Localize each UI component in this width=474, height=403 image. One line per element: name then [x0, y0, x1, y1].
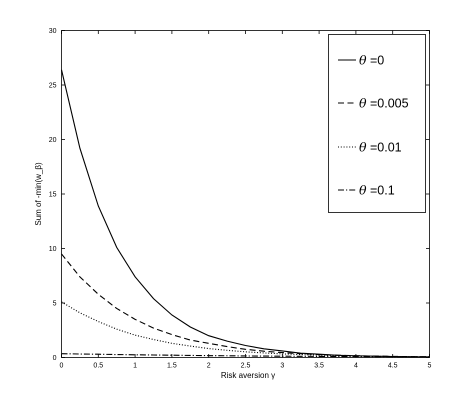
y-tick-label: 25	[49, 83, 57, 90]
series-lines	[60, 69, 430, 358]
y-tick-label: 30	[49, 28, 57, 35]
legend: θ =0 θ =0.005 θ =0.01 θ =0.1	[328, 34, 426, 213]
y-tick-label: 5	[53, 301, 57, 308]
x-tick-label: 3	[280, 363, 284, 370]
x-tick-label: 0.5	[93, 363, 103, 370]
series-line-2	[61, 253, 430, 358]
y-tick-label: 20	[49, 137, 57, 144]
y-axis-label: Sum of -min(w_β)	[34, 162, 43, 226]
x-tick-label: 3.5	[314, 363, 324, 370]
legend-label: θ =0	[359, 53, 384, 68]
x-tick-label: 1	[133, 363, 137, 370]
x-tick-label: 4	[354, 363, 358, 370]
series-line-3	[61, 301, 430, 358]
x-tick-label: 5	[428, 363, 432, 370]
x-tick-label: 0	[60, 363, 64, 370]
axis-ticks: 0 0.5 1 1.5 2 2.5 3 3.5 4 4.5 5 0 5 10 15 20 25 30	[49, 28, 432, 370]
x-axis-label: Risk aversion γ	[221, 371, 275, 380]
series-line-4	[61, 353, 430, 358]
y-tick-label: 10	[49, 246, 57, 253]
legend-box	[328, 34, 426, 213]
y-tick-label: 0	[53, 355, 57, 362]
x-tick-label: 4.5	[388, 363, 398, 370]
x-tick-label: 1.5	[167, 363, 177, 370]
legend-label: θ =0.1	[359, 183, 395, 198]
legend-label: θ =0.005	[359, 96, 409, 111]
y-tick-label: 15	[49, 192, 57, 199]
legend-label: θ =0.01	[359, 140, 402, 155]
x-tick-label: 2.5	[241, 363, 251, 370]
x-tick-label: 2	[207, 363, 211, 370]
